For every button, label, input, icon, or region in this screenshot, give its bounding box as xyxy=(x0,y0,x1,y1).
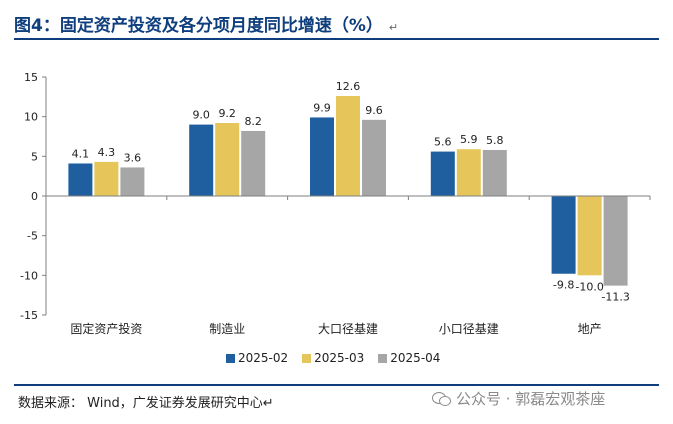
y-tick-label: 15 xyxy=(24,71,38,84)
wechat-watermark: 公众号 · 郭磊宏观茶座 xyxy=(432,388,605,409)
legend-swatch xyxy=(378,353,388,363)
bar xyxy=(577,196,602,276)
bar xyxy=(336,96,360,196)
data-label: 9.0 xyxy=(192,109,210,122)
x-tick-label: 小口径基建 xyxy=(439,322,499,336)
chart-title-text: 图4：固定资产投资及各分项月度同比增速（%） xyxy=(14,16,383,36)
bar xyxy=(120,167,145,196)
bar xyxy=(603,196,628,286)
bar xyxy=(456,149,481,196)
data-label: 5.6 xyxy=(434,136,452,149)
legend-swatch xyxy=(226,353,235,363)
y-tick-label: -15 xyxy=(20,309,38,322)
data-label: 9.2 xyxy=(218,107,236,120)
y-tick-label: 0 xyxy=(31,190,38,203)
y-tick-label: -5 xyxy=(27,230,38,243)
x-tick-label: 制造业 xyxy=(209,322,245,336)
bar xyxy=(68,163,93,196)
bar xyxy=(189,124,214,196)
data-label: 4.3 xyxy=(98,146,116,159)
data-label: 12.6 xyxy=(336,80,361,93)
legend-item: 2025-03 xyxy=(302,350,364,366)
x-tick-label: 固定资产投资 xyxy=(70,321,142,336)
data-label: 5.9 xyxy=(460,133,478,146)
footer-divider xyxy=(14,384,659,386)
bar xyxy=(215,123,240,196)
data-label: -9.8 xyxy=(553,279,574,292)
bar xyxy=(551,196,576,274)
data-label: 9.9 xyxy=(313,101,331,114)
data-label: -11.3 xyxy=(601,291,629,304)
y-tick-label: -10 xyxy=(20,269,38,282)
data-source-note: 数据来源： Wind，广发证券发展研究中心↵ xyxy=(18,396,274,411)
data-label: 9.6 xyxy=(365,104,383,117)
bar xyxy=(241,130,266,196)
bar xyxy=(482,149,507,196)
paragraph-mark-icon: ↵ xyxy=(388,21,399,34)
chart-title: 图4：固定资产投资及各分项月度同比增速（%） ↵ xyxy=(14,11,398,36)
legend-swatch xyxy=(302,353,312,363)
bar xyxy=(362,119,386,196)
legend-label: 2025-02 xyxy=(238,351,289,365)
legend-item: 2025-04 xyxy=(378,350,440,366)
bar xyxy=(94,161,119,196)
data-label: -10.0 xyxy=(575,280,603,293)
chart-title-bar: 图4：固定资产投资及各分项月度同比增速（%） ↵ xyxy=(14,8,659,40)
legend-item: 2025-02 xyxy=(226,350,288,366)
y-tick-label: 5 xyxy=(31,150,38,163)
data-label: 3.6 xyxy=(124,151,142,164)
watermark-text: 公众号 · 郭磊宏观茶座 xyxy=(456,390,606,408)
y-tick-label: 10 xyxy=(24,111,38,124)
chart-legend: 2025-02 2025-03 2025-04 xyxy=(226,350,440,366)
x-tick-label: 地产 xyxy=(578,322,602,336)
bar xyxy=(310,117,334,196)
data-label: 8.2 xyxy=(244,115,262,128)
legend-label: 2025-03 xyxy=(314,351,365,365)
x-tick-label: 大口径基建 xyxy=(318,322,378,336)
wechat-icon xyxy=(432,391,451,406)
data-label: 4.1 xyxy=(72,147,90,160)
data-label: 5.8 xyxy=(486,134,504,147)
bar xyxy=(430,151,455,196)
legend-label: 2025-04 xyxy=(390,351,441,365)
